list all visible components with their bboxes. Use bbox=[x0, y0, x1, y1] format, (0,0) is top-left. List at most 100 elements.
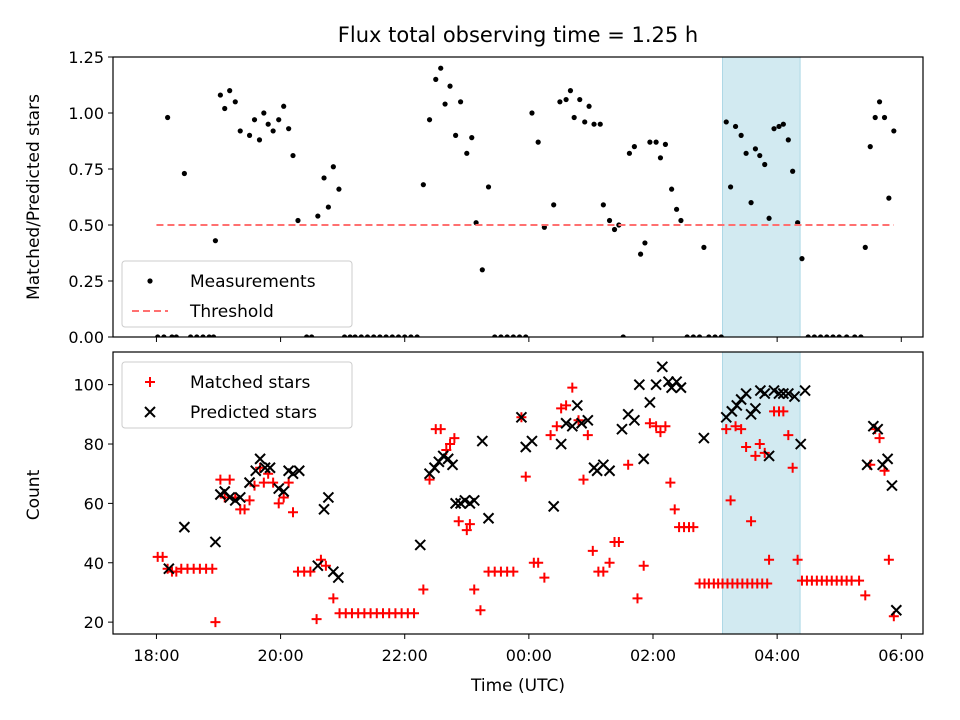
data-point bbox=[414, 539, 426, 551]
data-point bbox=[254, 453, 266, 465]
highlight-band bbox=[722, 56, 801, 338]
data-point bbox=[520, 471, 531, 482]
data-point bbox=[651, 421, 662, 432]
data-point bbox=[251, 117, 258, 123]
data-point bbox=[773, 387, 785, 400]
axes-frame bbox=[112, 56, 924, 338]
data-point bbox=[783, 430, 794, 441]
data-point bbox=[582, 119, 588, 125]
data-point bbox=[414, 334, 420, 337]
data-point bbox=[571, 114, 577, 121]
legend-label: Predicted stars bbox=[190, 403, 317, 423]
data-point bbox=[453, 516, 464, 527]
data-point bbox=[790, 168, 796, 174]
data-point bbox=[278, 492, 289, 503]
data-point bbox=[883, 554, 894, 565]
data-point bbox=[597, 121, 603, 127]
data-point bbox=[881, 114, 888, 121]
data-point bbox=[418, 584, 429, 595]
data-point bbox=[377, 334, 383, 337]
data-point bbox=[510, 334, 516, 337]
data-point bbox=[577, 96, 583, 103]
data-point bbox=[523, 334, 529, 337]
data-point bbox=[701, 244, 707, 250]
data-point bbox=[250, 465, 262, 477]
data-point bbox=[547, 500, 560, 513]
series-predicted-stars bbox=[163, 361, 903, 616]
data-point bbox=[669, 186, 675, 192]
x-tick-label: 04:00 bbox=[754, 646, 800, 665]
y-tick-label: 0.75 bbox=[68, 160, 104, 179]
data-point bbox=[539, 572, 550, 583]
data-point bbox=[332, 571, 345, 584]
data-point bbox=[358, 334, 364, 337]
data-point bbox=[281, 103, 287, 109]
data-point bbox=[771, 126, 777, 132]
data-point bbox=[746, 516, 757, 527]
bottom-panel: 20 40 60 80 100 18:00 20:00 22:00 00:00 02:00 04:0… bbox=[73, 351, 924, 665]
data-point bbox=[730, 421, 741, 432]
data-point bbox=[545, 430, 556, 441]
data-point bbox=[567, 382, 578, 393]
data-point bbox=[336, 186, 342, 192]
data-point bbox=[867, 144, 873, 150]
y-tick-label: 80 bbox=[84, 435, 104, 454]
data-point bbox=[485, 184, 492, 190]
data-point bbox=[207, 563, 218, 574]
data-point bbox=[442, 453, 454, 465]
data-point bbox=[209, 536, 222, 548]
legend: Matched stars Predicted stars bbox=[121, 361, 353, 429]
data-point bbox=[498, 334, 504, 337]
bottom-ylabel: Count bbox=[24, 469, 44, 520]
data-point bbox=[157, 551, 168, 562]
data-point bbox=[611, 226, 618, 233]
data-point bbox=[409, 608, 420, 619]
data-point bbox=[631, 144, 637, 150]
data-point bbox=[557, 99, 563, 105]
data-point bbox=[312, 560, 324, 572]
data-point bbox=[776, 123, 782, 130]
data-point bbox=[600, 202, 606, 208]
data-point bbox=[215, 474, 226, 485]
data-point bbox=[871, 423, 884, 435]
data-point bbox=[424, 474, 435, 485]
data-point bbox=[782, 387, 795, 400]
data-point bbox=[644, 418, 655, 429]
data-point bbox=[759, 387, 771, 400]
data-point bbox=[650, 378, 662, 391]
data-point bbox=[637, 453, 650, 465]
plot-area bbox=[152, 361, 903, 628]
top-ylabel: Matched/Predicted stars bbox=[24, 94, 44, 300]
data-point bbox=[620, 334, 626, 337]
data-point bbox=[402, 334, 408, 337]
data-point bbox=[788, 390, 801, 403]
data-point bbox=[304, 334, 310, 337]
data-point bbox=[657, 155, 664, 161]
data-point bbox=[571, 399, 583, 412]
plot-area bbox=[155, 65, 897, 337]
data-point bbox=[752, 146, 759, 152]
data-point bbox=[736, 424, 747, 435]
x-tick-label: 02:00 bbox=[630, 646, 676, 665]
data-point bbox=[858, 334, 864, 337]
data-point bbox=[778, 406, 789, 417]
data-point bbox=[749, 402, 762, 415]
data-point bbox=[844, 334, 850, 337]
data-point bbox=[712, 334, 718, 337]
data-point bbox=[468, 494, 480, 507]
data-point bbox=[632, 593, 643, 604]
data-point bbox=[690, 334, 696, 337]
data-point bbox=[464, 519, 475, 530]
data-point bbox=[787, 462, 798, 473]
data-point bbox=[264, 462, 276, 474]
data-point bbox=[438, 65, 444, 71]
y-tick-label: 0.50 bbox=[68, 216, 104, 235]
data-point bbox=[582, 414, 594, 426]
data-point bbox=[318, 503, 330, 516]
data-point bbox=[347, 334, 353, 337]
data-point bbox=[341, 334, 348, 337]
data-point bbox=[426, 117, 433, 123]
data-point bbox=[560, 417, 572, 429]
data-point bbox=[256, 137, 263, 143]
